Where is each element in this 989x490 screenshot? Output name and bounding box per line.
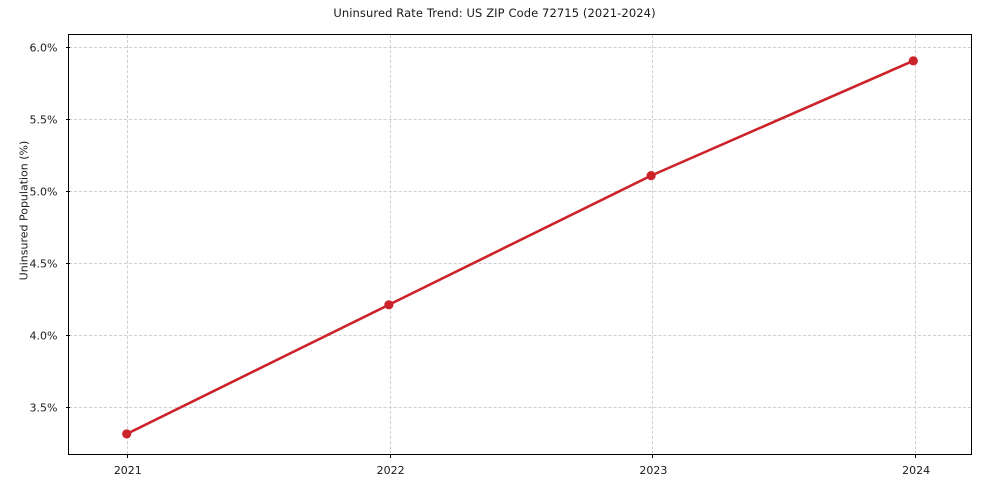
- data-point-marker: 2023: 5.1%: [646, 171, 656, 181]
- x-tick-label: 2023: [639, 464, 668, 477]
- plot-area: 6.0% 5.5% 5.0% 4.5% 4.0% 3.5% 2021 2022 2023 202…: [30, 34, 972, 477]
- gridline-horizontal: [69, 46, 971, 48]
- data-point-marker: 2022: 4.2%: [384, 300, 394, 310]
- y-tick-label: 6.0%: [29, 41, 58, 55]
- gridline-vertical: [389, 35, 391, 454]
- x-tick-mark: 2024: [902, 454, 930, 477]
- y-tick-label: 4.0%: [29, 329, 58, 343]
- y-tick-label: 5.5%: [29, 113, 58, 127]
- gridline-horizontal: [69, 406, 971, 408]
- x-tick-mark: 2021: [114, 454, 142, 477]
- data-point-marker: 2024: 5.9%: [908, 56, 918, 66]
- gridline-vertical: [652, 35, 654, 454]
- line-series-uninsured-rate: 2021: 3.3% 2022: 4.2% 2023: 5.1% 2024: 5.9%: [122, 56, 918, 439]
- series-line: [125, 59, 915, 436]
- chart-title: Uninsured Rate Trend: US ZIP Code 72715 …: [333, 6, 656, 20]
- gridline-vertical: [915, 35, 917, 454]
- y-tick-mark: 6.0%: [30, 41, 70, 54]
- y-tick-mark: 4.5%: [30, 257, 70, 270]
- x-tick-label: 2024: [902, 464, 931, 477]
- y-tick-label: 3.5%: [29, 401, 58, 415]
- x-tick-label: 2021: [113, 464, 142, 477]
- y-tick-mark: 5.0%: [30, 185, 70, 198]
- x-tick-label: 2022: [376, 464, 405, 477]
- y-tick-mark: 4.0%: [30, 329, 70, 342]
- gridline-horizontal: [69, 118, 971, 120]
- x-tick-mark: 2022: [377, 454, 405, 477]
- y-tick-mark: 5.5%: [30, 113, 70, 126]
- gridline-horizontal: [69, 334, 971, 336]
- y-axis-label: Uninsured Population (%): [17, 140, 31, 281]
- data-point-marker: 2021: 3.3%: [122, 429, 132, 439]
- x-tick-mark: 2023: [639, 454, 667, 477]
- gridline-horizontal: [69, 190, 971, 192]
- y-tick-label: 5.0%: [29, 185, 58, 199]
- y-tick-label: 4.5%: [29, 257, 58, 271]
- gridline-vertical: [126, 35, 128, 454]
- gridline-horizontal: [69, 262, 971, 264]
- y-tick-mark: 3.5%: [30, 401, 70, 414]
